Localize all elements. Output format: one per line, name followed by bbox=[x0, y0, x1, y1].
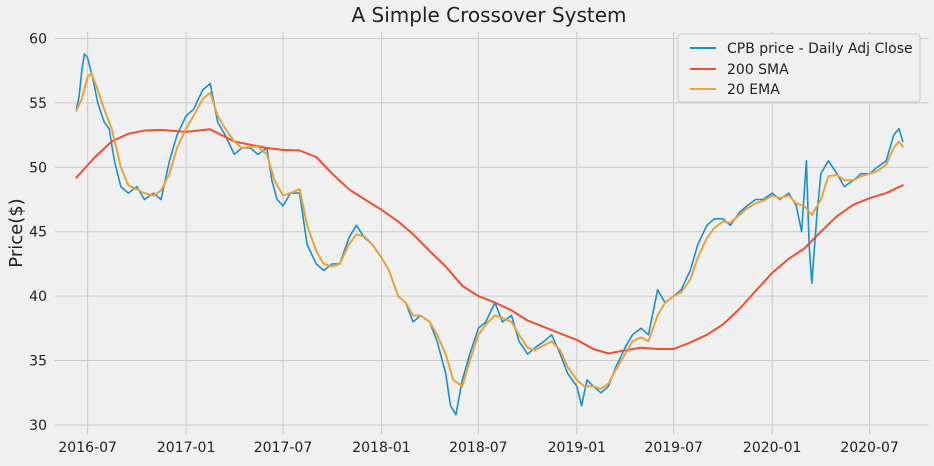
legend-label-price: CPB price - Daily Adj Close bbox=[727, 41, 913, 57]
y-tick-label: 50 bbox=[29, 160, 47, 176]
legend-box bbox=[677, 33, 921, 103]
y-tick-label: 40 bbox=[29, 289, 47, 305]
x-tick-label: 2018-01 bbox=[352, 440, 411, 456]
legend: CPB price - Daily Adj Close 200 SMA 20 E… bbox=[677, 33, 921, 103]
legend-label-ema: 20 EMA bbox=[727, 82, 780, 98]
x-tick-label: 2017-07 bbox=[254, 440, 313, 456]
x-tick-label: 2017-01 bbox=[157, 440, 216, 456]
x-tick-label: 2018-07 bbox=[449, 440, 508, 456]
y-tick-label: 30 bbox=[29, 418, 47, 434]
series-layer bbox=[75, 53, 904, 416]
x-tick-label: 2016-07 bbox=[58, 440, 117, 456]
y-axis-label: Price($) bbox=[6, 198, 27, 267]
x-tick-label: 2020-01 bbox=[743, 440, 802, 456]
y-tick-label: 35 bbox=[29, 354, 47, 370]
ema-20-line bbox=[75, 72, 904, 390]
legend-label-sma: 200 SMA bbox=[727, 62, 789, 78]
tick-labels: 2016-07 2017-01 2017-07 2018-01 2018-07 2019-… bbox=[29, 31, 899, 456]
x-tick-label: 2019-07 bbox=[644, 440, 703, 456]
y-tick-label: 60 bbox=[29, 31, 47, 47]
chart-title: A Simple Crossover System bbox=[351, 3, 626, 27]
x-tick-label: 2020-07 bbox=[840, 440, 899, 456]
x-tick-label: 2019-01 bbox=[548, 440, 607, 456]
y-tick-label: 55 bbox=[29, 96, 47, 112]
y-tick-label: 45 bbox=[29, 225, 47, 241]
